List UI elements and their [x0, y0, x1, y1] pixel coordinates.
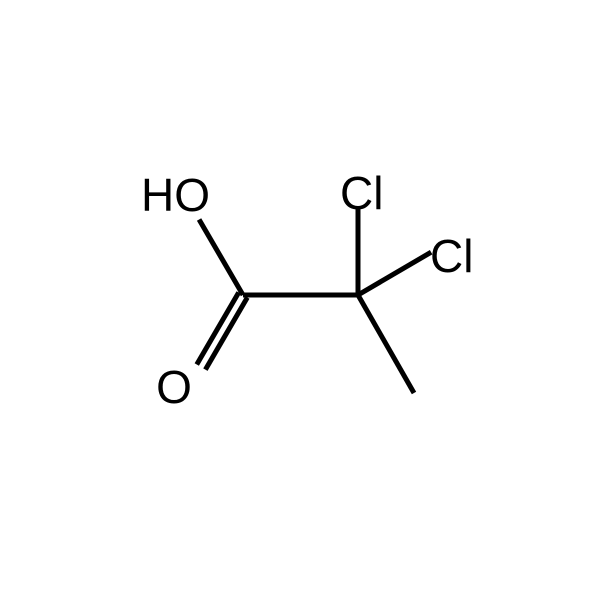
atom-label-Cl_up: Cl: [340, 167, 383, 219]
canvas-background: [0, 0, 600, 600]
atom-label-O_dbl: O: [156, 361, 192, 413]
chemical-structure-diagram: O HO Cl Cl: [0, 0, 600, 600]
atom-label-Cl_right: Cl: [430, 230, 473, 282]
atom-label-OH: HO: [141, 169, 210, 221]
